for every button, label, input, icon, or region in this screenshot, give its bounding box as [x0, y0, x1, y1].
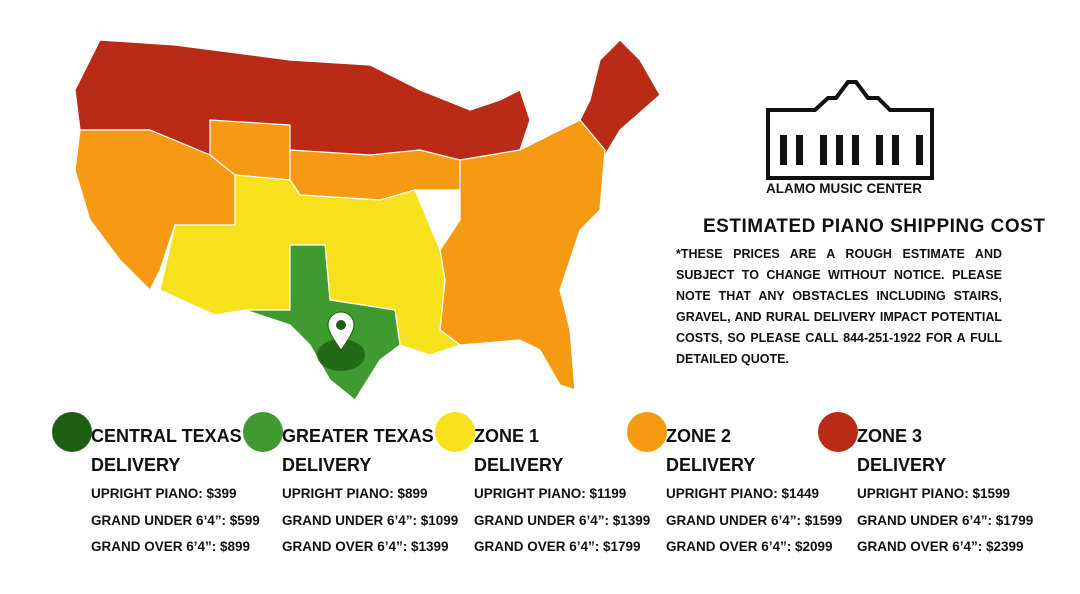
zone-price: GRAND OVER 6’4”: $2099 [666, 539, 833, 554]
zone-name: DELIVERY [91, 455, 181, 475]
title: ESTIMATED PIANO SHIPPING COST [703, 216, 1046, 237]
zone-swatch [818, 412, 858, 452]
location-pin [327, 311, 355, 351]
pin-dot [336, 320, 346, 330]
zone2-west [74, 129, 236, 291]
zone-price: GRAND UNDER 6’4”: $1099 [282, 512, 459, 528]
disclaimer: *THESE PRICES ARE A ROUGH ESTIMATE AND S… [676, 247, 1002, 366]
zone-name: DELIVERY [857, 455, 947, 475]
zone-swatch [243, 412, 283, 452]
zone-name: DELIVERY [282, 455, 372, 475]
zone-swatch [52, 412, 92, 452]
zone-name: GREATER TEXAS [282, 426, 434, 446]
zone-price: GRAND UNDER 6’4”: $599 [91, 512, 260, 528]
zone-price: GRAND UNDER 6’4”: $1799 [857, 512, 1034, 528]
zone-name: DELIVERY [474, 455, 564, 475]
states [74, 39, 661, 401]
zone-price: GRAND OVER 6’4”: $2399 [857, 539, 1024, 554]
zone-price: UPRIGHT PIANO: $899 [282, 486, 428, 501]
zone-price: GRAND UNDER 6’4”: $1399 [474, 512, 651, 528]
zone-name: CENTRAL TEXAS [91, 426, 242, 446]
zone-price: UPRIGHT PIANO: $399 [91, 486, 237, 501]
zone-name: ZONE 1 [474, 426, 540, 446]
zone-name: ZONE 3 [857, 426, 923, 446]
zone-price: GRAND OVER 6’4”: $899 [91, 539, 251, 554]
logo-text: ALAMO MUSIC CENTER [766, 181, 922, 196]
zone-price: GRAND OVER 6’4”: $1799 [474, 539, 641, 554]
zone-name: DELIVERY [666, 455, 756, 475]
central-texas-area [317, 339, 365, 371]
zone-swatch [435, 412, 475, 452]
zone2-east [439, 119, 606, 391]
zone-price: GRAND UNDER 6’4”: $1599 [666, 512, 843, 528]
zone-price: UPRIGHT PIANO: $1449 [666, 486, 820, 501]
zone-name: ZONE 2 [666, 426, 732, 446]
zone2-plains [289, 149, 461, 201]
zone-price: UPRIGHT PIANO: $1599 [857, 486, 1011, 501]
zone-price: GRAND OVER 6’4”: $1399 [282, 539, 449, 554]
zone-swatch [627, 412, 667, 452]
logo [766, 80, 934, 180]
zone-price: UPRIGHT PIANO: $1199 [474, 486, 627, 501]
